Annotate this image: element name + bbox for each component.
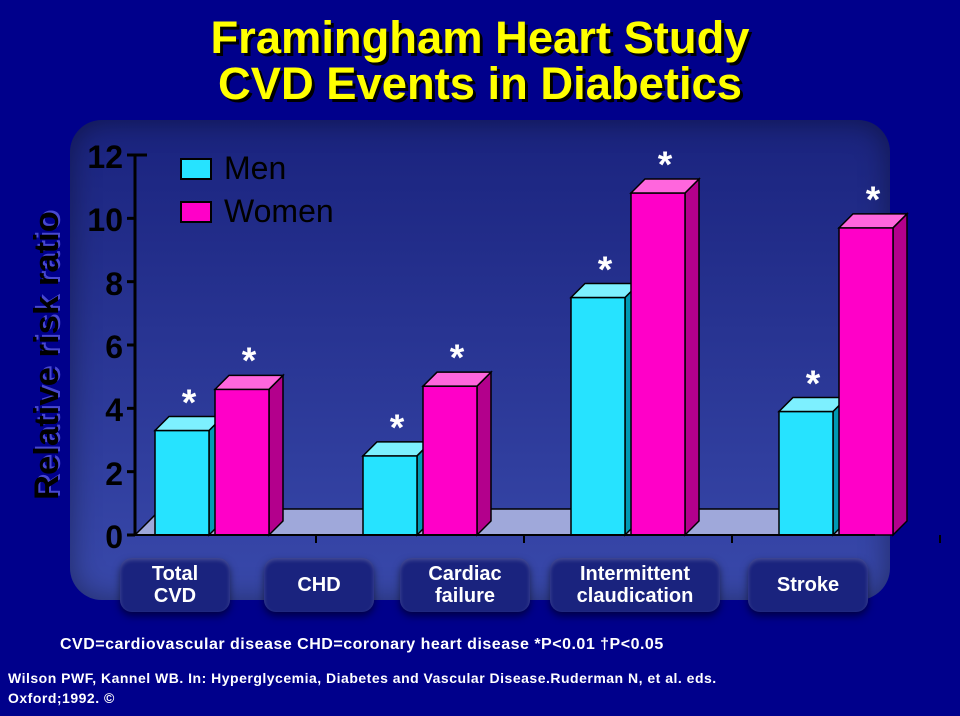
category-label: CHD bbox=[264, 558, 374, 612]
bar-intermittent-men bbox=[779, 412, 833, 536]
y-tick-label: 4 bbox=[77, 392, 123, 429]
bar-cardiac_failure-men bbox=[571, 298, 625, 536]
title-line-2: CVD Events in Diabetics bbox=[0, 58, 960, 110]
legend-swatch bbox=[180, 158, 212, 180]
bar-total_cvd-men bbox=[155, 431, 209, 536]
legend: Men Women bbox=[180, 150, 334, 236]
y-tick-label: 0 bbox=[77, 519, 123, 556]
star-marker: * bbox=[169, 381, 209, 424]
bar-cardiac_failure-women bbox=[631, 193, 685, 535]
star-marker: * bbox=[437, 336, 477, 379]
bar-intermittent-women bbox=[839, 228, 893, 535]
star-marker: * bbox=[585, 248, 625, 291]
bar-chd-women bbox=[477, 372, 491, 535]
bar-chd-women bbox=[423, 386, 477, 535]
star-marker: * bbox=[853, 178, 893, 221]
y-axis-label: Relative risk ratio bbox=[28, 211, 67, 500]
category-label: Stroke bbox=[748, 558, 868, 612]
legend-item: Women bbox=[180, 193, 334, 230]
bar-total_cvd-women bbox=[269, 375, 283, 535]
y-tick-label: 12 bbox=[77, 139, 123, 176]
legend-item: Men bbox=[180, 150, 334, 187]
legend-label: Women bbox=[224, 193, 334, 230]
category-label: Cardiacfailure bbox=[400, 558, 530, 612]
star-marker: * bbox=[793, 362, 833, 405]
star-marker: * bbox=[377, 406, 417, 449]
bar-cardiac_failure-women bbox=[685, 179, 699, 535]
slide-root: Framingham Heart Study CVD Events in Dia… bbox=[0, 0, 960, 716]
y-tick-label: 8 bbox=[77, 266, 123, 303]
category-label: TotalCVD bbox=[120, 558, 230, 612]
bar-intermittent-women bbox=[893, 214, 907, 535]
bar-total_cvd-women bbox=[215, 389, 269, 535]
title-line-1: Framingham Heart Study bbox=[0, 12, 960, 64]
bar-chd-men bbox=[363, 456, 417, 535]
citation-line-1: Wilson PWF, Kannel WB. In: Hyperglycemia… bbox=[8, 670, 717, 686]
citation-line-2: Oxford;1992. © bbox=[8, 690, 115, 706]
y-tick-label: 10 bbox=[77, 202, 123, 239]
y-tick-label: 2 bbox=[77, 456, 123, 493]
y-tick-label: 6 bbox=[77, 329, 123, 366]
legend-label: Men bbox=[224, 150, 286, 187]
legend-swatch bbox=[180, 201, 212, 223]
category-label: Intermittentclaudication bbox=[550, 558, 720, 612]
star-marker: * bbox=[645, 143, 685, 186]
footnote: CVD=cardiovascular disease CHD=coronary … bbox=[60, 636, 664, 654]
star-marker: * bbox=[229, 339, 269, 382]
